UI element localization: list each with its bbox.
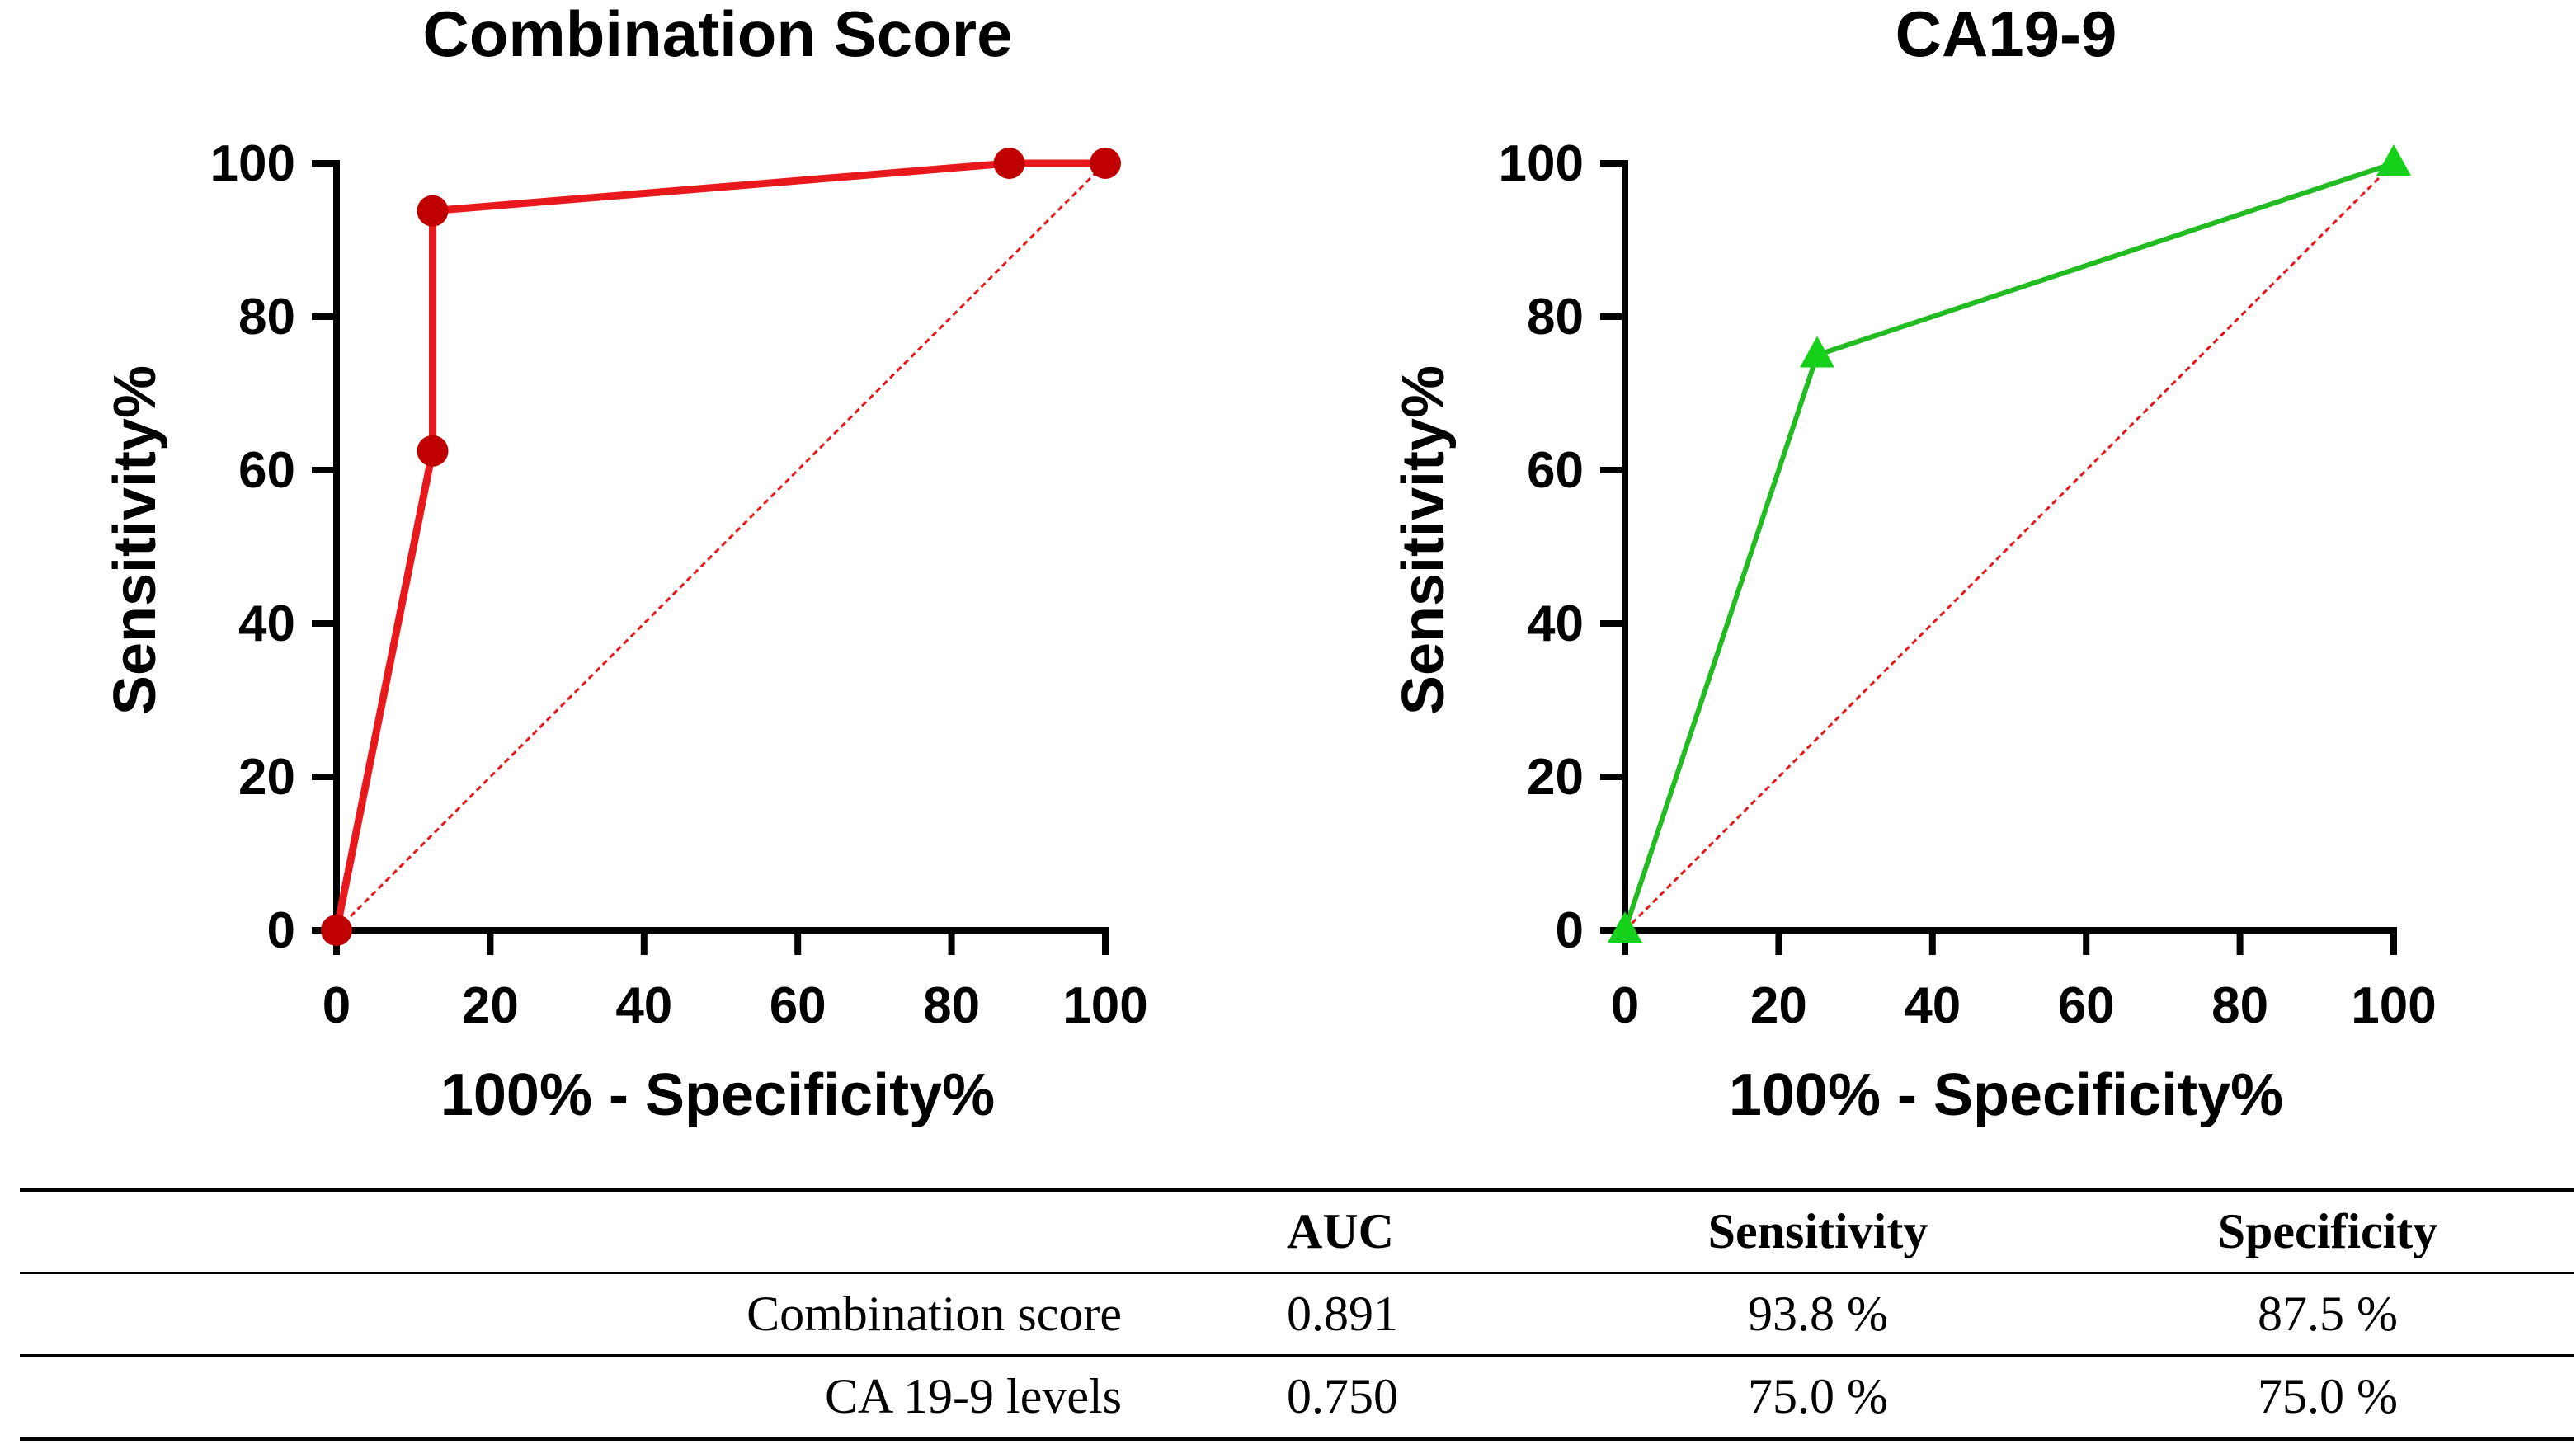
x-tick-label: 40	[615, 977, 672, 1034]
table-cell-sensitivity: 75.0 %	[1748, 1369, 1888, 1423]
data-point	[2376, 144, 2411, 176]
x-tick-label: 80	[2211, 977, 2268, 1034]
table-cell-auc: 0.891	[1287, 1287, 1398, 1341]
roc-chart-ca19-9: CA19-9 0 20 40 60 80 100 0 20 40 60 80 100 100% - Spe…	[1391, 0, 2437, 1128]
table-cell-sensitivity: 93.8 %	[1748, 1287, 1888, 1341]
table-row: Combination score 0.891 93.8 % 87.5 %	[20, 1273, 2574, 1356]
table-cell-specificity: 87.5 %	[2258, 1287, 2398, 1341]
x-tick-label: 60	[2058, 977, 2115, 1034]
y-tick-label: 20	[238, 749, 295, 806]
stats-table: AUC Sensitivity Specificity Combination …	[20, 1188, 2574, 1441]
x-tick-label: 100	[2351, 977, 2436, 1034]
table-header-specificity: Specificity	[2217, 1204, 2438, 1258]
x-tick-label: 60	[770, 977, 826, 1034]
table-cell-label: Combination score	[746, 1287, 1122, 1341]
x-tick-label: 40	[1904, 977, 1961, 1034]
y-tick-label: 100	[1499, 135, 1584, 192]
y-tick-label: 20	[1527, 749, 1584, 806]
table-header-auc: AUC	[1287, 1204, 1394, 1258]
data-point	[321, 915, 352, 946]
data-point	[1608, 911, 1642, 943]
chart-title: Combination Score	[422, 0, 1012, 70]
charts-area: Combination Score 0 20 40 60 80 100 0 20 40 60 80 10…	[102, 0, 2437, 1128]
x-tick-label: 20	[462, 977, 519, 1034]
y-axis-label: Sensitivity%	[1391, 365, 1457, 715]
y-tick-label: 100	[210, 135, 295, 192]
x-tick-label: 0	[1611, 977, 1639, 1034]
data-point	[417, 195, 449, 227]
table-cell-label: CA 19-9 levels	[825, 1369, 1122, 1423]
data-point	[1090, 148, 1121, 179]
x-axis-label: 100% - Specificity%	[440, 1062, 995, 1128]
y-tick-label: 40	[1527, 595, 1584, 652]
table-header-label	[20, 1190, 1122, 1273]
x-tick-label: 0	[323, 977, 351, 1034]
table-header-sensitivity: Sensitivity	[1707, 1204, 1928, 1258]
y-tick-label: 0	[267, 902, 295, 959]
table-cell-specificity: 75.0 %	[2258, 1369, 2398, 1423]
y-tick-label: 80	[1527, 289, 1584, 346]
table-row: CA 19-9 levels 0.750 75.0 % 75.0 %	[20, 1356, 2574, 1439]
y-tick-label: 60	[1527, 442, 1584, 499]
data-point	[1800, 336, 1834, 368]
x-tick-label: 100	[1062, 977, 1147, 1034]
y-tick-label: 40	[238, 595, 295, 652]
x-axis-label: 100% - Specificity%	[1729, 1062, 2283, 1128]
x-tick-label: 20	[1750, 977, 1807, 1034]
y-tick-label: 0	[1556, 902, 1584, 959]
y-axis-label: Sensitivity%	[102, 365, 168, 715]
chart-title: CA19-9	[1896, 0, 2117, 70]
reference-diagonal-line	[1623, 162, 2395, 932]
y-tick-label: 60	[238, 442, 295, 499]
reference-diagonal-line	[335, 162, 1107, 932]
y-tick-label: 80	[238, 289, 295, 346]
x-tick-label: 80	[923, 977, 980, 1034]
table-header-row: AUC Sensitivity Specificity	[20, 1189, 2574, 1273]
data-point	[417, 435, 449, 467]
data-point	[993, 148, 1025, 179]
roc-chart-combination-score: Combination Score 0 20 40 60 80 100 0 20 40 60 80 10…	[102, 0, 1148, 1128]
table-cell-auc: 0.750	[1287, 1369, 1398, 1423]
